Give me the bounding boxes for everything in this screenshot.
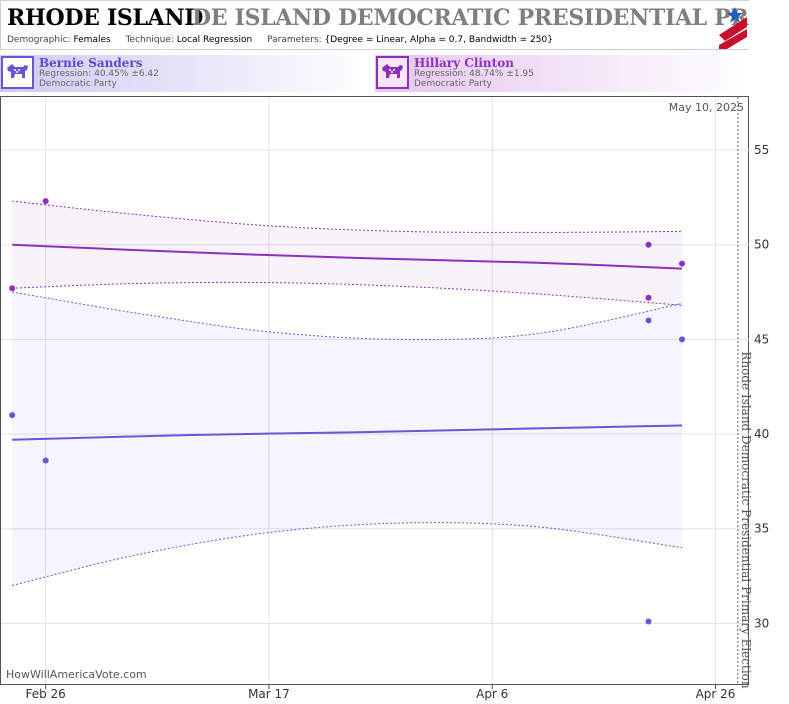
donkey-icon [376,56,409,89]
poll-point [645,317,652,324]
trend-line [12,243,683,270]
x-tick-label: Apr 26 [696,687,736,701]
date-label: May 10, 2025 [669,101,744,114]
poll-points [9,198,686,625]
candidate-party: Democratic Party [414,79,492,89]
demographic-label: Demographic: [7,35,71,45]
technique-label: Technique: [125,35,174,45]
y-tick-label: 40 [754,427,769,441]
demographic-value: Females [73,35,111,45]
election-day-label: Rhode Island Democratic Presidential Pri… [739,351,753,689]
grid [1,97,749,684]
parameters-value: {Degree = Linear, Alpha = 0.7, Bandwidth… [324,35,553,45]
poll-point [42,198,49,205]
state-title: RHODE ISLAND [7,5,204,31]
y-tick-label: 30 [754,616,769,630]
poll-point [645,241,652,248]
confidence-band [12,201,682,306]
candidate-regression: Regression: 40.45% ±6.42 [39,69,159,79]
poll-point [42,457,49,464]
x-tick-label: Feb 26 [25,687,65,701]
axes: 30 35 40 45 50 55 Feb 26 Mar 17 Apr 6 Apr 26Rhode… [25,143,769,701]
confidence-bands [12,200,683,586]
candidate-party: Democratic Party [39,79,117,89]
plot-frame [0,96,749,685]
y-tick-label: 50 [754,238,769,252]
candidate-name: Hillary Clinton [414,56,514,70]
lower-bound-line [12,281,683,306]
candidate-card-clinton: Hillary Clinton Regression: 48.74% ±1.95… [375,55,749,92]
x-tick-label: Mar 17 [248,687,290,701]
confidence-band [12,292,682,586]
candidate-regression: Regression: 48.74% ±1.95 [414,69,534,79]
donkey-icon [1,56,34,89]
x-tick-label: Apr 6 [476,687,508,701]
upper-bound-line [12,291,683,340]
parameters-line: Demographic: Females Technique: Local Re… [7,35,565,45]
poll-point [645,618,652,625]
candidate-card-sanders: Bernie Sanders Regression: 40.45% ±6.42 … [0,55,372,92]
technique-value: Local Regression [176,35,253,45]
y-tick-label: 55 [754,143,769,157]
lower-bound-line [12,522,683,586]
trend-line [12,424,683,441]
chart-header: RHODE ISLAND DE ISLAND DEMOCRATIC PRESID… [0,0,749,50]
poll-point [9,412,16,419]
candidate-name: Bernie Sanders [39,56,143,70]
poll-point [9,285,16,292]
site-logo-icon [719,7,747,49]
poll-point [679,336,686,343]
y-tick-label: 45 [754,332,769,346]
parameters-label: Parameters: [267,35,322,45]
watermark: HowWillAmericaVote.com [6,668,147,681]
poll-point [645,294,652,301]
y-tick-label: 35 [754,522,769,536]
trend-lines [12,243,683,441]
poll-point [679,260,686,267]
election-title-ghost: DE ISLAND DEMOCRATIC PRESIDENTIAL PRIMA [192,5,749,31]
